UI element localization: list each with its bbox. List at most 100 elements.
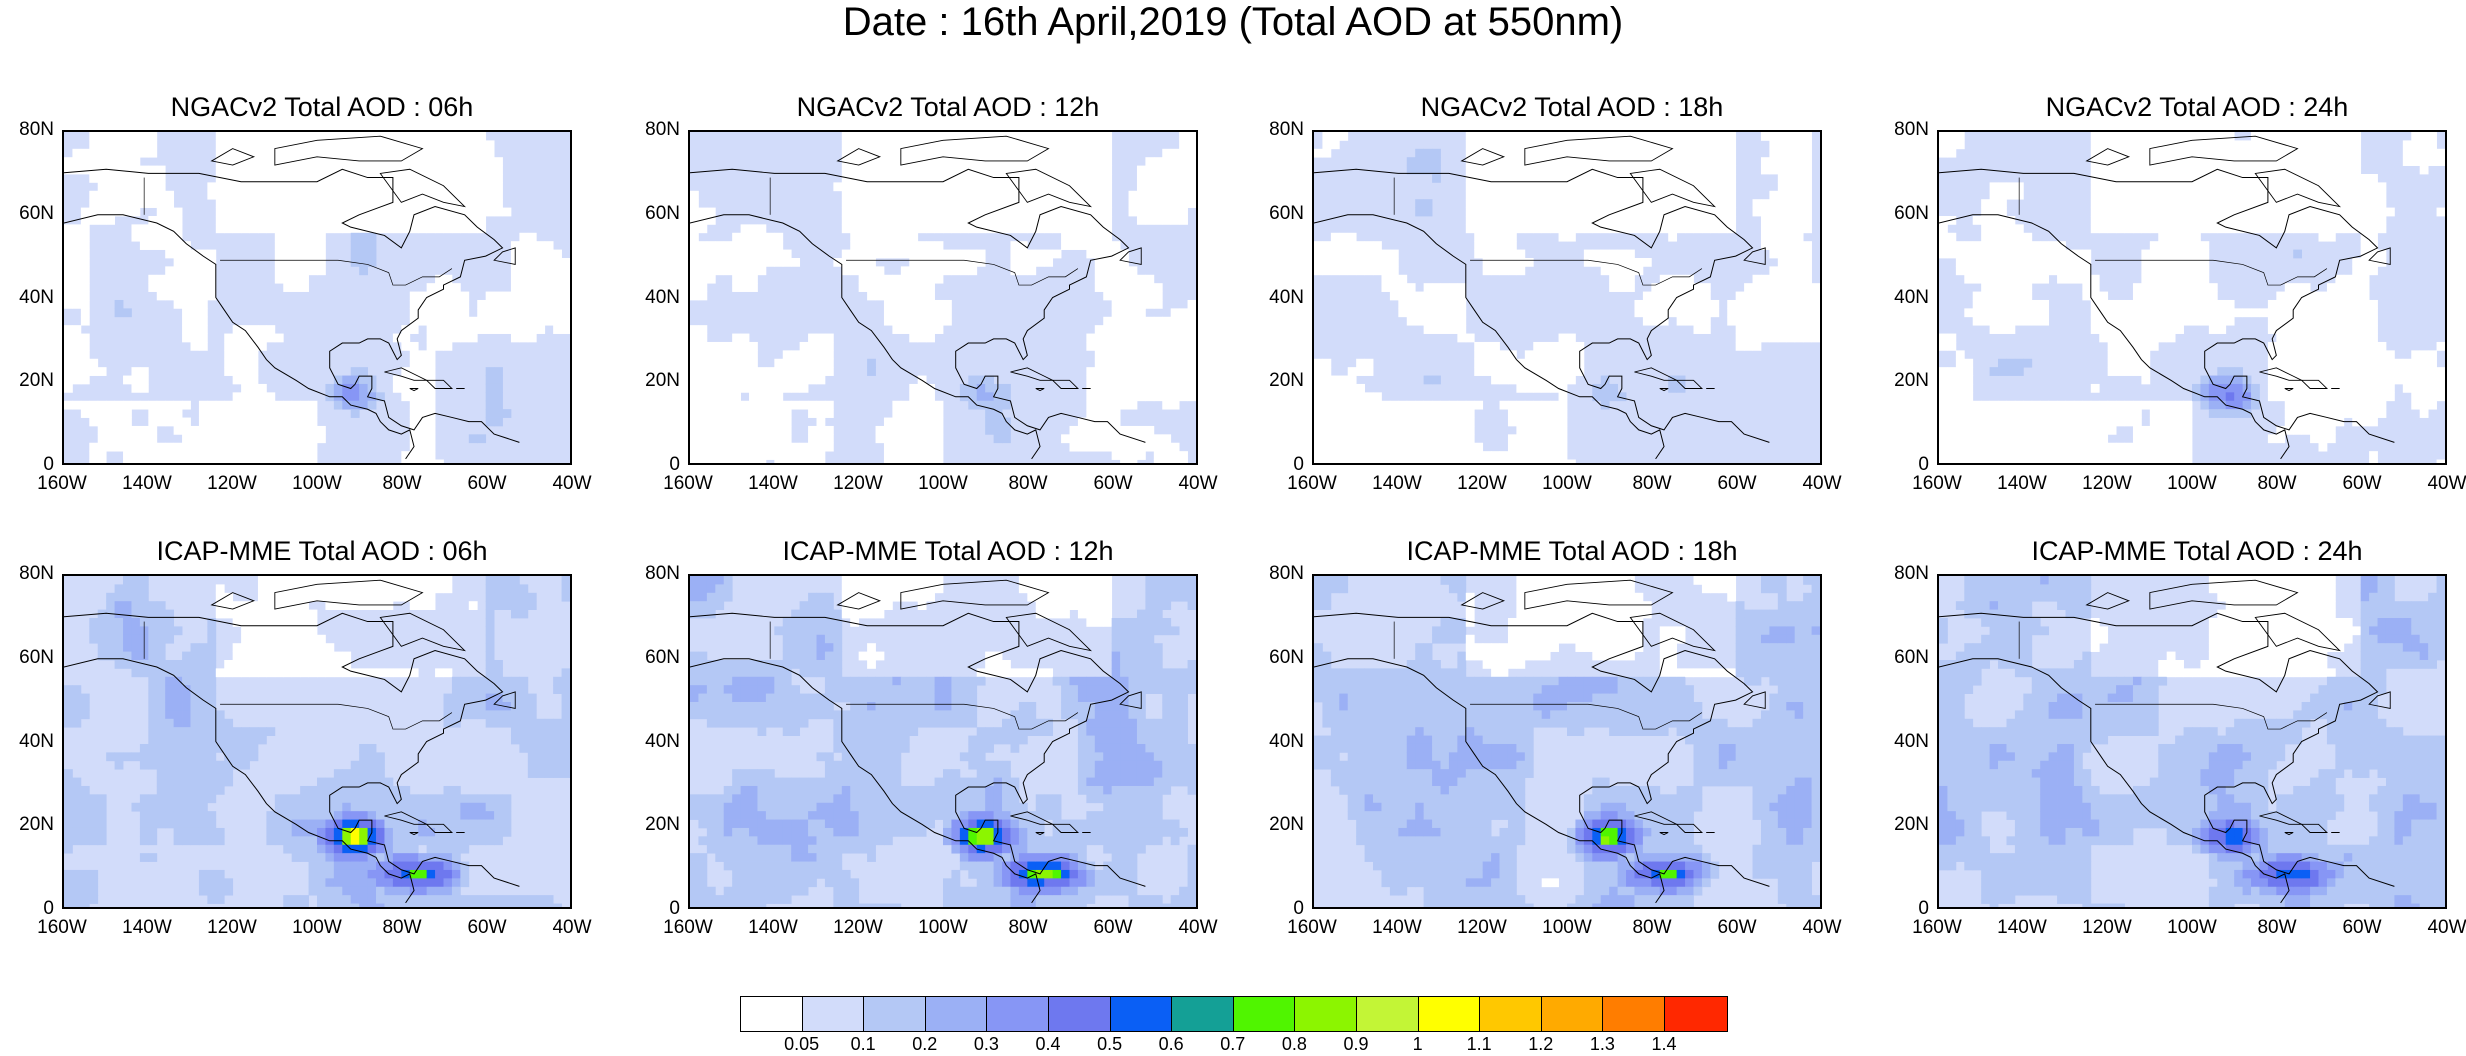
lat-tick-label: 40N	[1269, 730, 1304, 752]
lat-tick-label: 60N	[1269, 646, 1304, 668]
lon-tick-label: 40W	[2427, 473, 2466, 494]
lon-tick-label: 160W	[1912, 473, 1962, 494]
lon-tick-label: 40W	[1178, 473, 1218, 494]
lon-tick-label: 80W	[2257, 473, 2297, 494]
colorbar-swatch	[925, 997, 988, 1031]
colorbar-swatch	[1172, 997, 1234, 1031]
colorbar-label: 1.3	[1589, 1034, 1615, 1054]
lon-tick-label: 40W	[552, 917, 592, 938]
lon-tick-label: 140W	[122, 473, 172, 494]
colorbar-label: 0.6	[1158, 1034, 1184, 1054]
lon-tick-label: 160W	[37, 473, 87, 494]
lat-tick-label: 20N	[1269, 370, 1304, 392]
colorbar-swatch	[1664, 997, 1727, 1031]
lon-tick-label: 160W	[663, 917, 713, 938]
colorbar-swatch	[864, 997, 926, 1031]
lat-tick-label: 80N	[1269, 563, 1304, 584]
colorbar-swatch	[1356, 997, 1419, 1031]
lon-tick-label: 60W	[1717, 917, 1757, 938]
lon-tick-label: 60W	[2342, 473, 2382, 494]
lon-tick-label: 120W	[833, 917, 883, 938]
colorbar-swatch	[1233, 997, 1296, 1031]
colorbar-label: 0.2	[912, 1034, 938, 1054]
lon-tick-label: 120W	[833, 473, 883, 494]
lon-tick-label: 40W	[2427, 917, 2466, 938]
lon-tick-label: 160W	[1287, 473, 1337, 494]
lat-tick-label: 0	[669, 454, 680, 475]
lon-tick-label: 140W	[1372, 473, 1422, 494]
lon-tick-label: 120W	[2082, 473, 2132, 494]
lon-tick-label: 60W	[1717, 473, 1757, 494]
colorbar-label: 0.3	[973, 1034, 999, 1054]
lat-tick-label: 40N	[1894, 286, 1929, 308]
colorbar-swatch	[1110, 997, 1173, 1031]
map-panel: NGACv2 Total AOD : 18h 80N 60N 40N 20N 0 160W 1…	[1269, 92, 1841, 508]
panel-title: NGACv2 Total AOD : 12h	[796, 92, 1100, 122]
lon-tick-label: 60W	[467, 473, 507, 494]
panel-title: ICAP-MME Total AOD : 18h	[1406, 536, 1738, 566]
lon-tick-label: 60W	[1093, 473, 1133, 494]
aod-map	[688, 574, 1198, 909]
lon-tick-label: 80W	[2257, 917, 2297, 938]
lat-tick-label: 60N	[19, 646, 54, 668]
lat-tick-label: 20N	[19, 370, 54, 392]
lon-tick-label: 40W	[1802, 917, 1842, 938]
map-panel: NGACv2 Total AOD : 12h 80N 60N 40N 20N 0 160W 1…	[645, 92, 1217, 508]
colorbar-label: 0.7	[1220, 1034, 1246, 1054]
map-panel: ICAP-MME Total AOD : 12h 80N 60N 40N 20N 0 160…	[645, 536, 1217, 952]
panel-title: NGACv2 Total AOD : 24h	[2045, 92, 2349, 122]
lon-tick-label: 100W	[1542, 917, 1592, 938]
lon-tick-label: 80W	[1632, 917, 1672, 938]
lon-tick-label: 100W	[2167, 473, 2217, 494]
lat-tick-label: 60N	[1269, 202, 1304, 224]
lat-tick-label: 20N	[1269, 814, 1304, 836]
lat-tick-label: 40N	[1894, 730, 1929, 752]
lon-tick-label: 40W	[552, 473, 592, 494]
lon-tick-label: 80W	[1008, 917, 1048, 938]
lat-tick-label: 80N	[19, 563, 54, 584]
aod-colorbar	[740, 996, 1728, 1032]
lon-tick-label: 160W	[37, 917, 87, 938]
figure-title: Date : 16th April,2019 (Total AOD at 550…	[842, 0, 1624, 44]
panel-title: ICAP-MME Total AOD : 12h	[782, 536, 1114, 566]
lon-tick-label: 140W	[1997, 917, 2047, 938]
lon-tick-label: 160W	[1912, 917, 1962, 938]
aod-map	[62, 130, 572, 465]
colorbar-swatch	[1418, 997, 1481, 1031]
lon-tick-label: 140W	[1372, 917, 1422, 938]
panel-title: NGACv2 Total AOD : 06h	[170, 92, 474, 122]
lon-tick-label: 100W	[918, 473, 968, 494]
lon-tick-label: 80W	[1008, 473, 1048, 494]
lon-tick-label: 120W	[1457, 917, 1507, 938]
lat-tick-label: 0	[669, 898, 680, 919]
lon-tick-label: 120W	[207, 473, 257, 494]
lat-tick-label: 40N	[1269, 286, 1304, 308]
lat-tick-label: 60N	[1894, 646, 1929, 668]
colorbar-label: 0.9	[1343, 1034, 1369, 1054]
colorbar-label: 1.2	[1528, 1034, 1554, 1054]
panel-title: NGACv2 Total AOD : 18h	[1420, 92, 1724, 122]
map-panel: ICAP-MME Total AOD : 06h 80N 60N 40N 20N 0 160…	[19, 536, 591, 952]
lon-tick-label: 140W	[122, 917, 172, 938]
colorbar-swatch	[987, 997, 1049, 1031]
lat-tick-label: 80N	[645, 119, 680, 140]
lon-tick-label: 100W	[292, 917, 342, 938]
colorbar-label: 0.05	[784, 1034, 820, 1054]
lat-tick-label: 20N	[645, 370, 680, 392]
lon-tick-label: 100W	[292, 473, 342, 494]
lon-tick-label: 100W	[1542, 473, 1592, 494]
aod-map	[1312, 130, 1822, 465]
aod-map	[62, 574, 572, 909]
lon-tick-label: 100W	[918, 917, 968, 938]
lat-tick-label: 80N	[19, 119, 54, 140]
colorbar-label: 1.1	[1466, 1034, 1492, 1054]
colorbar-swatch	[1480, 997, 1542, 1031]
aod-map	[1937, 574, 2447, 909]
lon-tick-label: 140W	[748, 917, 798, 938]
aod-map	[1937, 130, 2447, 465]
lat-tick-label: 20N	[1894, 370, 1929, 392]
lon-tick-label: 80W	[1632, 473, 1672, 494]
colorbar-swatch	[1541, 997, 1604, 1031]
colorbar-swatch	[1048, 997, 1111, 1031]
lon-tick-label: 60W	[1093, 917, 1133, 938]
